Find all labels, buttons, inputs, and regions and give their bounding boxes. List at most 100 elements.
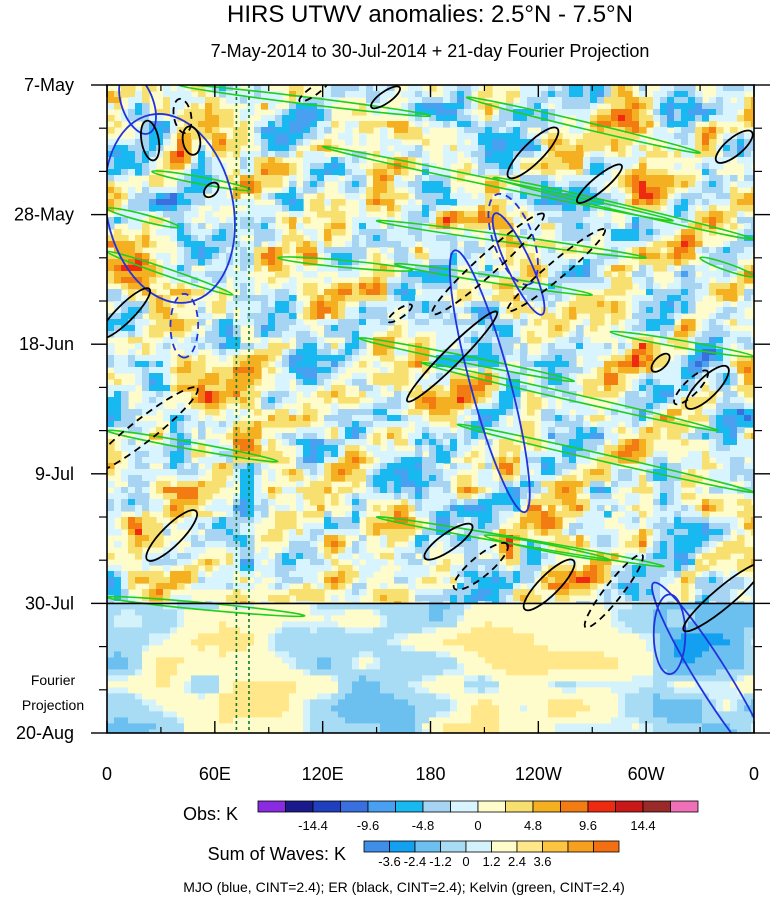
chart-title: HIRS UTWV anomalies: 2.5°N - 7.5°N	[227, 1, 633, 28]
heat-cell	[331, 367, 339, 374]
heat-cell	[520, 463, 528, 470]
heat-cell	[142, 169, 150, 176]
heat-cell	[163, 301, 171, 308]
heat-cell	[499, 199, 507, 206]
heat-cell	[282, 247, 290, 254]
heat-cell	[324, 361, 332, 368]
heat-cell	[289, 133, 297, 140]
heat-cell	[646, 337, 654, 344]
heat-cell	[219, 151, 227, 158]
heat-cell	[681, 319, 689, 326]
heat-cell	[660, 325, 668, 332]
heat-cell	[226, 145, 234, 152]
heat-cell	[583, 211, 591, 218]
heat-cell	[478, 139, 486, 146]
heat-cell	[142, 493, 150, 500]
heat-cell	[695, 295, 703, 302]
heat-cell	[590, 139, 598, 146]
heat-cell	[128, 427, 136, 434]
heat-cell	[149, 391, 157, 398]
heat-cell	[373, 169, 381, 176]
heat-cell	[303, 127, 311, 134]
heat-cell	[730, 115, 738, 122]
heat-cell	[590, 205, 598, 212]
heat-cell	[653, 199, 661, 206]
heat-cell	[163, 313, 171, 320]
heat-cell	[107, 181, 115, 188]
heat-cell	[240, 481, 248, 488]
heat-cell	[723, 217, 731, 224]
heat-cell	[492, 157, 500, 164]
heat-cell	[177, 199, 185, 206]
heat-cell	[730, 85, 738, 92]
heat-cell	[569, 439, 577, 446]
heat-cell	[569, 127, 577, 134]
heat-cell	[513, 451, 521, 458]
heat-cell	[331, 283, 339, 290]
heat-cell	[373, 223, 381, 230]
heat-cell	[576, 91, 584, 98]
heat-cell	[373, 409, 381, 416]
heat-cell	[303, 349, 311, 356]
heat-cell	[415, 271, 423, 278]
heat-cell	[177, 481, 185, 488]
heat-cell	[429, 97, 437, 104]
heat-cell	[359, 469, 367, 476]
heat-cell	[457, 475, 465, 482]
heat-cell	[569, 361, 577, 368]
heat-cell	[303, 241, 311, 248]
heat-cell	[674, 139, 682, 146]
heat-cell	[471, 151, 479, 158]
heat-cell	[541, 271, 549, 278]
heat-cell	[296, 469, 304, 476]
heat-cell	[625, 199, 633, 206]
heat-cell	[513, 127, 521, 134]
heat-cell	[107, 115, 115, 122]
heat-cell	[422, 457, 430, 464]
heat-cell	[744, 115, 752, 122]
heat-cell	[282, 409, 290, 416]
heat-cell	[345, 319, 353, 326]
heat-cell	[394, 169, 402, 176]
heat-cell	[331, 385, 339, 392]
heat-cell	[219, 421, 227, 428]
heat-cell	[191, 163, 199, 170]
heat-cell	[240, 277, 248, 284]
heat-cell	[394, 109, 402, 116]
heat-cell	[632, 337, 640, 344]
heat-cell	[653, 379, 661, 386]
heat-cell	[723, 349, 731, 356]
heat-cell	[254, 247, 262, 254]
heat-cell	[387, 181, 395, 188]
heat-cell	[240, 163, 248, 170]
heat-cell	[709, 199, 717, 206]
heat-cell	[324, 331, 332, 338]
heat-cell	[569, 289, 577, 296]
heat-cell	[520, 385, 528, 392]
heat-cell	[737, 355, 745, 362]
heat-cell	[247, 283, 255, 290]
heat-cell	[688, 145, 696, 152]
heat-cell	[611, 415, 619, 422]
heat-cell	[555, 493, 563, 500]
heat-cell	[324, 211, 332, 218]
heat-cell	[457, 103, 465, 110]
heat-cell	[156, 253, 164, 260]
heat-cell	[667, 331, 675, 338]
heat-cell	[275, 397, 283, 404]
heat-cell	[688, 379, 696, 386]
heat-cell	[478, 355, 486, 362]
heat-cell	[394, 373, 402, 380]
heat-cell	[548, 373, 556, 380]
heat-cell	[695, 187, 703, 194]
heat-cell	[240, 151, 248, 158]
heat-cell	[282, 217, 290, 224]
heat-cell	[170, 235, 178, 242]
heat-cell	[135, 91, 143, 98]
heat-cell	[233, 337, 241, 344]
heat-cell	[121, 145, 129, 152]
heat-cell	[114, 259, 122, 266]
heat-cell	[373, 229, 381, 236]
heat-cell	[296, 475, 304, 482]
heat-cell	[415, 487, 423, 494]
